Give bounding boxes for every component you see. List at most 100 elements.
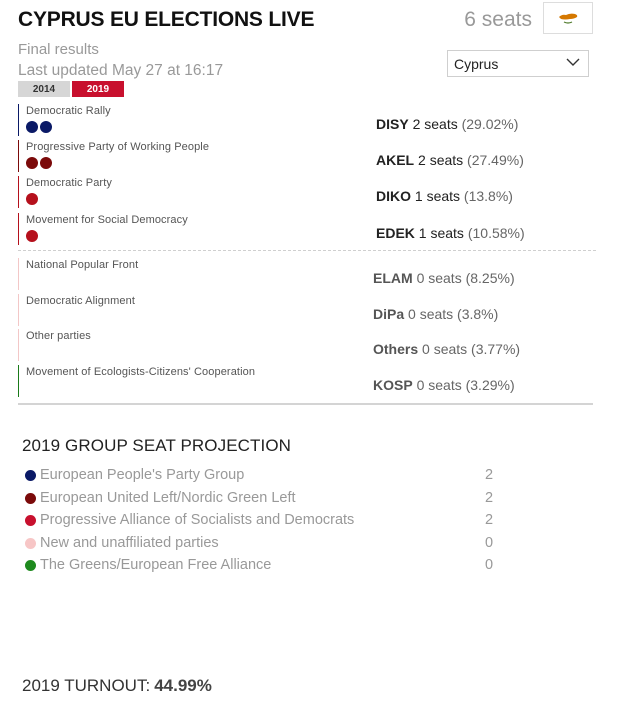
seat-dots	[26, 230, 38, 242]
party-row: National Popular Front ELAM 0 seats (8.25…	[18, 258, 596, 292]
party-abbr: EDEK	[376, 225, 415, 241]
group-seat-value: 2	[485, 467, 494, 483]
party-abbr: AKEL	[376, 152, 415, 168]
party-color-bar	[18, 365, 19, 397]
party-color-bar	[18, 329, 19, 361]
major-minor-divider	[18, 250, 596, 251]
projection-row: European United Left/Nordic Green Left 2	[24, 489, 504, 509]
party-seats: 1 seats	[418, 225, 464, 241]
party-percentage: (3.29%)	[465, 377, 515, 393]
party-name: Democratic Party	[26, 177, 112, 189]
party-row: Democratic Alignment DiPa 0 seats (3.8%)	[18, 294, 596, 328]
cyprus-flag-icon	[543, 2, 593, 34]
party-percentage: (3.8%)	[457, 306, 499, 322]
seat-dot	[26, 121, 38, 133]
seat-dots	[26, 157, 52, 169]
tab-2019[interactable]: 2019	[72, 81, 124, 97]
group-seat-value: 2	[485, 512, 494, 528]
projection-row: European People's Party Group 2	[24, 466, 504, 486]
party-name: Democratic Rally	[26, 105, 111, 117]
party-color-bar	[18, 176, 19, 208]
party-percentage: (13.8%)	[463, 188, 513, 204]
party-percentage: (27.49%)	[467, 152, 524, 168]
party-row: Other parties Others 0 seats (3.77%)	[18, 329, 596, 363]
region-select-value: Cyprus	[454, 55, 499, 72]
seat-dots	[26, 193, 38, 205]
header: CYPRUS EU ELECTIONS LIVE 6 seats	[18, 2, 618, 36]
group-color-dot	[25, 470, 36, 481]
group-name: Progressive Alliance of Socialists and D…	[40, 512, 355, 528]
group-name: European People's Party Group	[40, 467, 245, 483]
party-abbr: DISY	[376, 116, 409, 132]
seat-dot	[26, 230, 38, 242]
party-color-bar	[18, 140, 19, 172]
party-name: Progressive Party of Working People	[26, 141, 210, 153]
party-abbr: Others	[373, 341, 419, 357]
party-abbr: ELAM	[373, 270, 413, 286]
projection-row: Progressive Alliance of Socialists and D…	[24, 511, 504, 531]
group-color-dot	[25, 515, 36, 526]
seat-dot	[26, 157, 38, 169]
party-row: Movement for Social Democracy EDEK 1 seat…	[18, 213, 596, 247]
projection-row: The Greens/European Free Alliance 0	[24, 556, 504, 576]
turnout-label: 2019 TURNOUT:	[22, 676, 151, 695]
group-color-dot	[25, 560, 36, 571]
party-percentage: (3.77%)	[471, 341, 521, 357]
tab-2014[interactable]: 2014	[18, 81, 70, 97]
seat-dot	[26, 193, 38, 205]
party-percentage: (8.25%)	[465, 270, 515, 286]
party-name: Democratic Alignment	[26, 295, 135, 307]
party-row: Democratic Party DIKO 1 seats (13.8%)	[18, 176, 596, 210]
party-percentage: (29.02%)	[461, 116, 519, 132]
party-name: Other parties	[26, 330, 91, 342]
projection-title: 2019 GROUP SEAT PROJECTION	[22, 436, 292, 455]
group-name: European United Left/Nordic Green Left	[40, 490, 296, 506]
section-divider	[18, 403, 593, 405]
party-name: National Popular Front	[26, 259, 139, 271]
party-seats: 0 seats	[408, 306, 454, 322]
seat-dot	[40, 157, 52, 169]
party-row: Progressive Party of Working People AKEL …	[18, 140, 596, 174]
region-select[interactable]: Cyprus	[447, 50, 589, 77]
party-result: DISY 2 seats (29.02%)	[376, 116, 518, 132]
party-color-bar	[18, 294, 19, 326]
party-color-bar	[18, 213, 19, 245]
group-name: The Greens/European Free Alliance	[40, 557, 272, 573]
page-title: CYPRUS EU ELECTIONS LIVE	[18, 8, 315, 31]
party-result: KOSP 0 seats (3.29%)	[373, 377, 515, 393]
party-abbr: DIKO	[376, 188, 411, 204]
party-result: EDEK 1 seats (10.58%)	[376, 225, 525, 241]
projection-row: New and unaffiliated parties 0	[24, 534, 504, 554]
group-color-dot	[25, 538, 36, 549]
party-seats: 0 seats	[422, 341, 468, 357]
seat-dot	[40, 121, 52, 133]
party-result: DIKO 1 seats (13.8%)	[376, 188, 513, 204]
party-seats: 1 seats	[414, 188, 461, 204]
group-name: New and unaffiliated parties	[40, 535, 219, 551]
party-seats: 0 seats	[416, 377, 462, 393]
party-row: Movement of Ecologists-Citizens' Coopera…	[18, 365, 596, 399]
turnout: 2019 TURNOUT: 44.99%	[22, 676, 212, 696]
party-abbr: DiPa	[373, 306, 405, 322]
group-color-dot	[25, 493, 36, 504]
last-updated-label: Last updated May 27 at 16:17	[18, 62, 224, 79]
final-results-label: Final results	[18, 41, 99, 58]
party-seats: 2 seats	[418, 152, 464, 168]
party-name: Movement for Social Democracy	[26, 214, 188, 226]
party-percentage: (10.58%)	[467, 225, 525, 241]
seat-dots	[26, 121, 52, 133]
party-result: AKEL 2 seats (27.49%)	[376, 152, 524, 168]
turnout-value: 44.99%	[154, 676, 212, 695]
party-seats: 0 seats	[416, 270, 462, 286]
party-color-bar	[18, 104, 19, 136]
party-result: DiPa 0 seats (3.8%)	[373, 306, 498, 322]
group-seat-value: 0	[485, 557, 494, 573]
party-abbr: KOSP	[373, 377, 413, 393]
party-name: Movement of Ecologists-Citizens' Coopera…	[26, 366, 256, 378]
party-color-bar	[18, 258, 19, 290]
party-result: ELAM 0 seats (8.25%)	[373, 270, 515, 286]
group-seat-value: 0	[485, 535, 494, 551]
year-tabs: 2014 2019	[18, 81, 124, 97]
total-seats: 6 seats	[464, 8, 532, 31]
party-seats: 2 seats	[412, 116, 458, 132]
